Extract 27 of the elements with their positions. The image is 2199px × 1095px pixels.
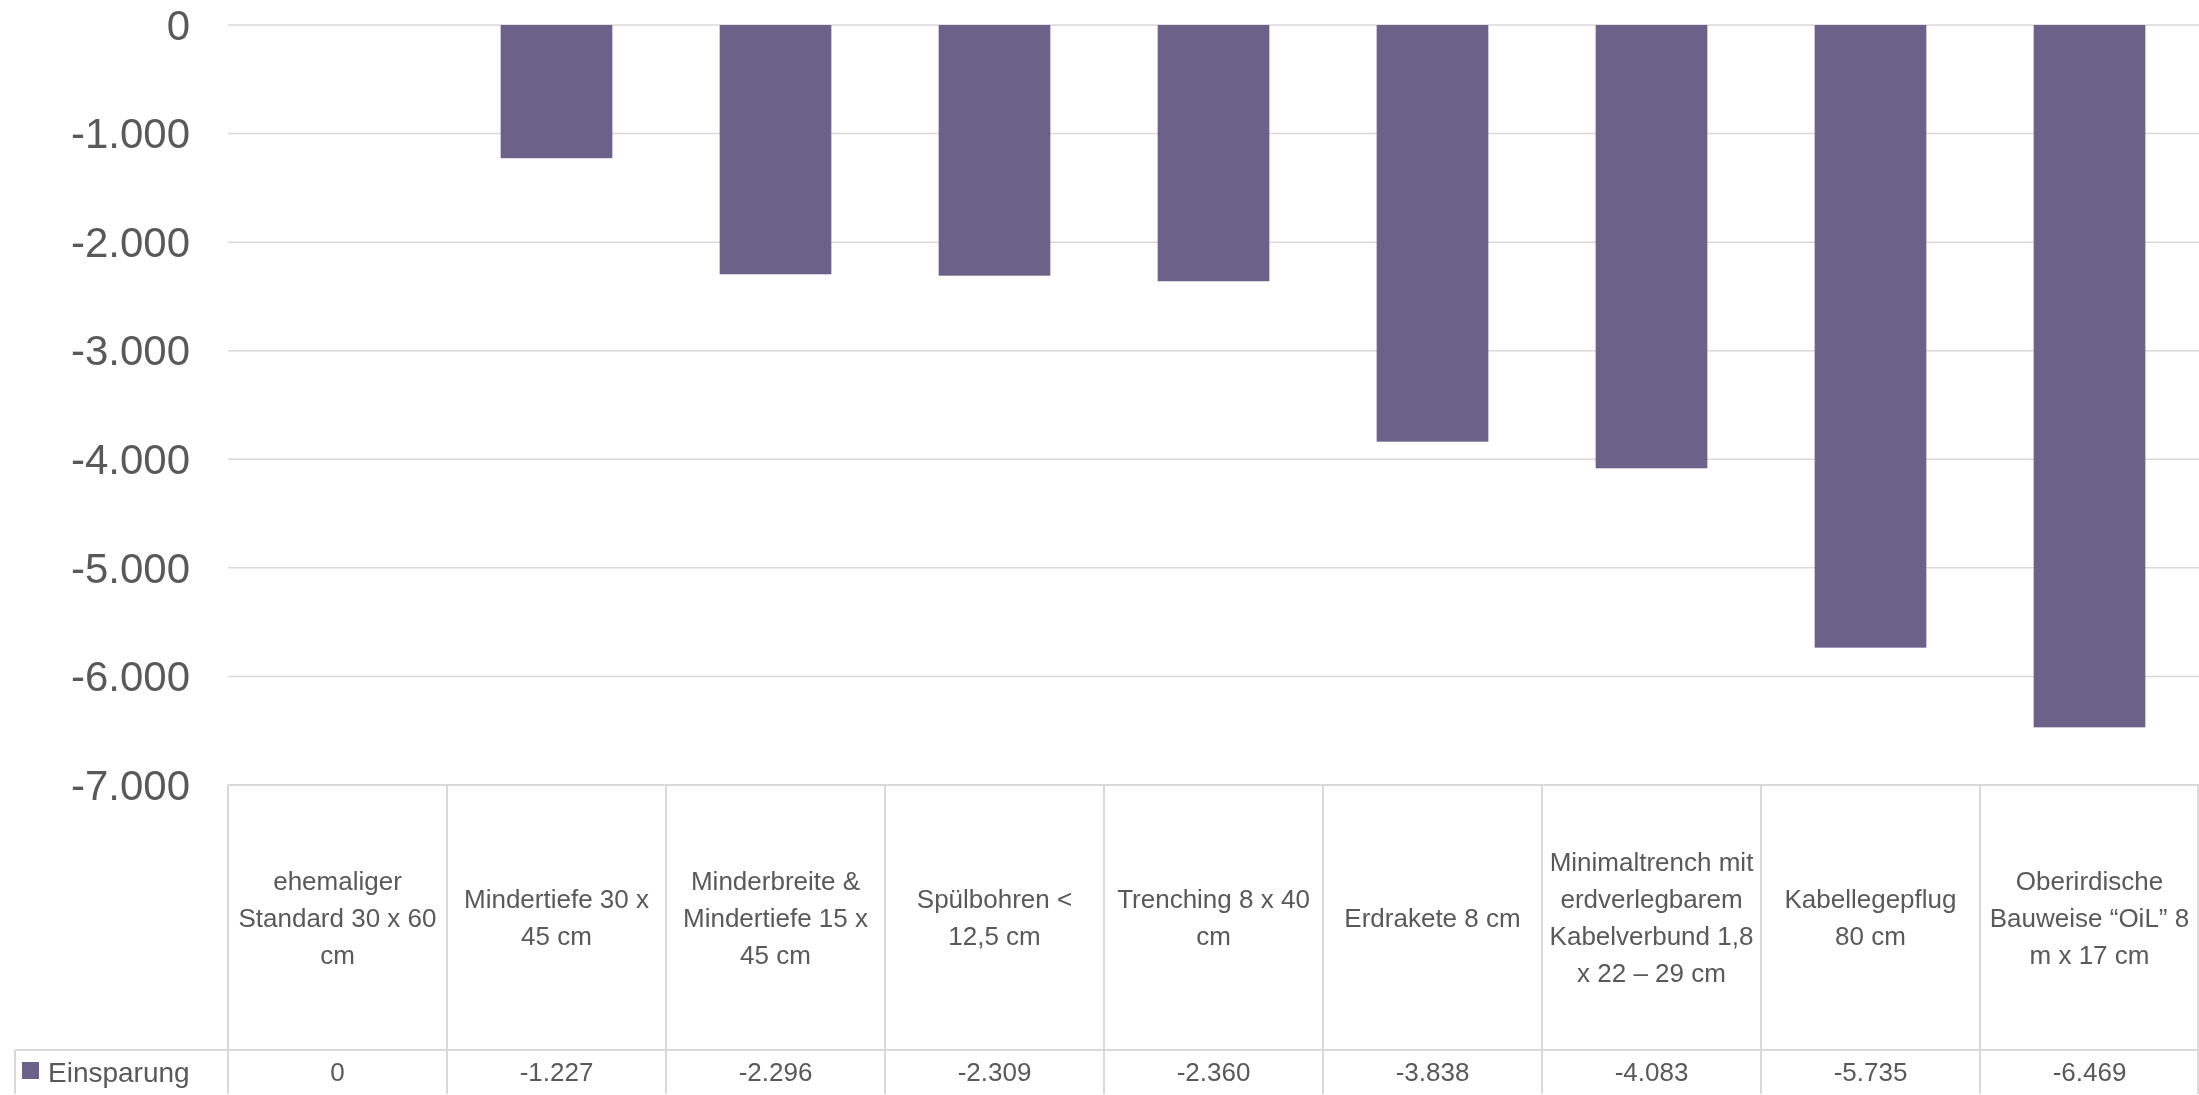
- data-label: -2.309: [957, 1057, 1032, 1088]
- y-tick-label: -6.000: [70, 653, 190, 701]
- x-tick-label: Erdrakete 8 cm: [1344, 902, 1521, 933]
- y-tick-label: -5.000: [70, 544, 190, 592]
- data-label: -3.838: [1395, 1057, 1470, 1088]
- y-tick-label: -4.000: [70, 435, 190, 483]
- x-tick-label: Mindertiefe 30 x 45 cm: [464, 884, 649, 952]
- y-tick-label: -7.000: [70, 761, 190, 809]
- y-tick-label: -3.000: [70, 327, 190, 375]
- x-tick-label: ehemaliger Standard 30 x 60 cm: [238, 865, 437, 970]
- data-label: -6.469: [2052, 1057, 2127, 1088]
- data-label: -5.735: [1833, 1057, 1908, 1088]
- x-tick-label: Spülbohren < 12,5 cm: [916, 884, 1073, 952]
- x-tick-label: Minimaltrench mit erdverlegbarem Kabelverbund 1,8 x 22 – 29 cm: [1549, 847, 1755, 989]
- x-tick-label: Minderbreite & Mindertiefe 15 x 45 cm: [683, 865, 868, 970]
- legend-label: Einsparung: [48, 1056, 190, 1088]
- y-tick-label: -2.000: [70, 218, 190, 266]
- y-tick-label: -1.000: [70, 110, 190, 158]
- x-tick-label: Trenching 8 x 40 cm: [1117, 884, 1310, 952]
- data-label: -2.296: [738, 1057, 813, 1088]
- data-label: -2.360: [1176, 1057, 1251, 1088]
- x-tick-label: Oberirdische Bauweise “OiL” 8 m x 17 cm: [1989, 865, 2190, 970]
- data-label: -4.083: [1614, 1057, 1689, 1088]
- data-label: 0: [330, 1057, 345, 1088]
- y-tick-label: 0: [166, 1, 190, 49]
- data-label: -1.227: [519, 1057, 594, 1088]
- x-tick-label: Kabellegepflug 80 cm: [1784, 884, 1957, 952]
